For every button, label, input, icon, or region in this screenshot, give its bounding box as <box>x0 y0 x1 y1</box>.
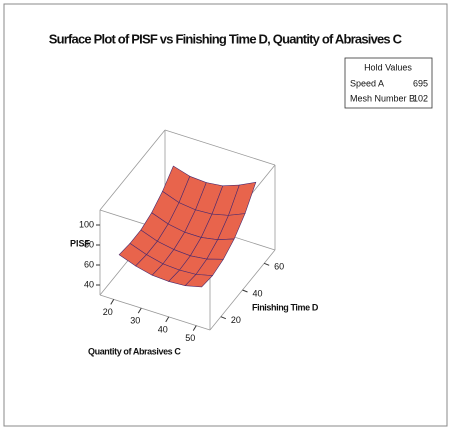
hold-value: 695 <box>413 78 428 88</box>
box-edge <box>99 129 166 211</box>
chart-title: Surface Plot of PISF vs Finishing Time D… <box>49 31 403 46</box>
y-tick <box>242 289 248 293</box>
surface-cell <box>184 274 214 288</box>
x-tick <box>110 299 115 305</box>
hold-name: Mesh Number B <box>350 93 415 103</box>
x-tick-label: 50 <box>185 333 195 343</box>
x-axis-label: Quantity of Abrasives C <box>88 346 181 356</box>
hold-name: Speed A <box>350 78 384 88</box>
y-tick-label: 60 <box>274 262 284 272</box>
box-edge <box>99 294 211 331</box>
z-tick-label: 60 <box>84 259 94 269</box>
z-tick-label: 80 <box>84 239 94 249</box>
hold-value: 102 <box>413 93 428 103</box>
y-axis-label: Finishing Time D <box>252 302 319 312</box>
y-tick-label: 20 <box>231 315 241 325</box>
x-tick-label: 20 <box>103 307 113 317</box>
x-tick <box>165 316 170 323</box>
x-tick <box>137 307 142 314</box>
y-tick-label: 40 <box>253 288 263 298</box>
box-edge <box>164 129 276 166</box>
hold-box <box>344 57 433 109</box>
hold-title: Hold Values <box>364 62 412 72</box>
x-tick-label: 30 <box>130 316 140 326</box>
y-tick <box>220 316 227 320</box>
y-tick <box>263 262 270 266</box>
z-axis-label: PISF <box>70 238 91 248</box>
x-tick-label: 40 <box>158 324 168 334</box>
x-tick <box>192 325 197 331</box>
z-tick-label: 100 <box>79 219 94 229</box>
z-tick-label: 40 <box>84 279 94 289</box>
